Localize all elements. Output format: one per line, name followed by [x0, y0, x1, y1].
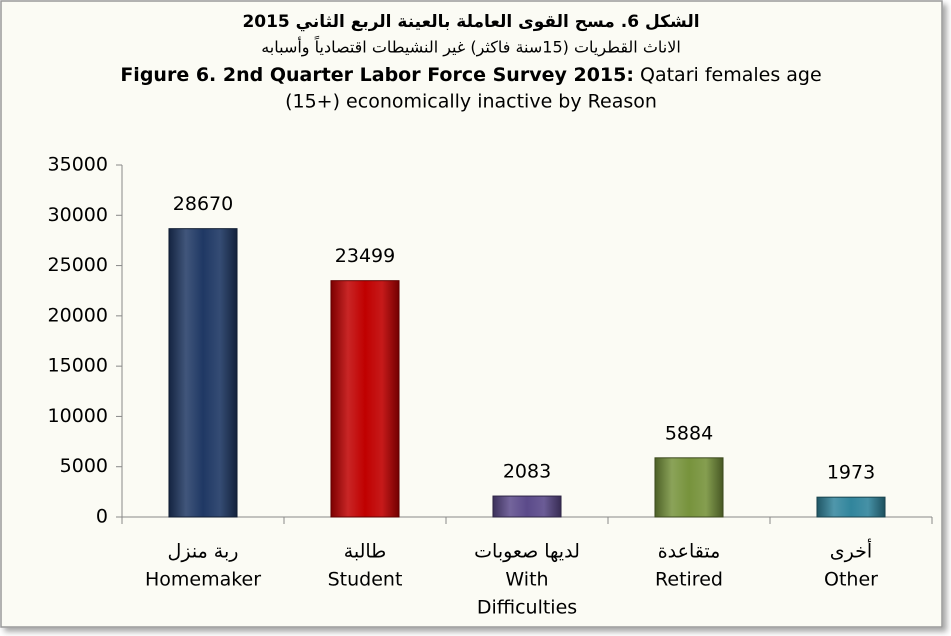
- subtitle-en-line: Qatari females age: [640, 64, 822, 86]
- bar: [330, 280, 400, 518]
- x-tick-label: متقاعدة: [658, 541, 721, 563]
- y-tick-label: 5000: [60, 455, 108, 477]
- x-tick-label: Homemaker: [145, 569, 261, 591]
- x-tick-label: Difficulties: [477, 597, 577, 619]
- data-label: 28670: [173, 193, 233, 215]
- bar: [492, 495, 562, 518]
- y-tick-label: 25000: [48, 254, 108, 276]
- title-en: Figure 6. 2nd Quarter Labor Force Survey…: [120, 64, 821, 86]
- x-tick-label: Student: [328, 569, 403, 591]
- title-en-bold: Figure 6. 2nd Quarter Labor Force Survey…: [120, 64, 634, 86]
- y-tick-label: 20000: [48, 304, 108, 326]
- x-tick-label: لديها صعوبات: [474, 541, 580, 563]
- subtitle-ar: الاناث القطريات (15سنة فاكثر) غير النشيط…: [261, 35, 681, 58]
- y-tick-label: 30000: [48, 204, 108, 226]
- y-tick-label: 35000: [48, 154, 108, 176]
- y-tick-label: 10000: [48, 405, 108, 427]
- bar: [816, 496, 886, 518]
- data-label: 2083: [503, 461, 551, 483]
- data-label: 1973: [827, 462, 875, 484]
- title-ar: الشكل 6. مسح القوى العاملة بالعينة الربع…: [242, 12, 699, 32]
- chart-frame: [0, 0, 943, 628]
- x-tick-label: With: [505, 569, 548, 591]
- x-tick-label: Retired: [655, 569, 723, 591]
- x-tick-label: Other: [824, 569, 878, 591]
- subtitle-en-line: (15+) economically inactive by Reason: [285, 91, 657, 113]
- x-tick-label: طالبة: [344, 541, 387, 563]
- bar: [654, 457, 724, 518]
- x-tick-label: أخرى: [830, 539, 872, 563]
- y-tick-label: 15000: [48, 355, 108, 377]
- bar: [168, 228, 238, 518]
- data-label: 23499: [335, 245, 395, 267]
- x-tick-label: ربة منزل: [168, 541, 239, 563]
- y-tick-label: 0: [96, 506, 108, 528]
- data-label: 5884: [665, 422, 713, 444]
